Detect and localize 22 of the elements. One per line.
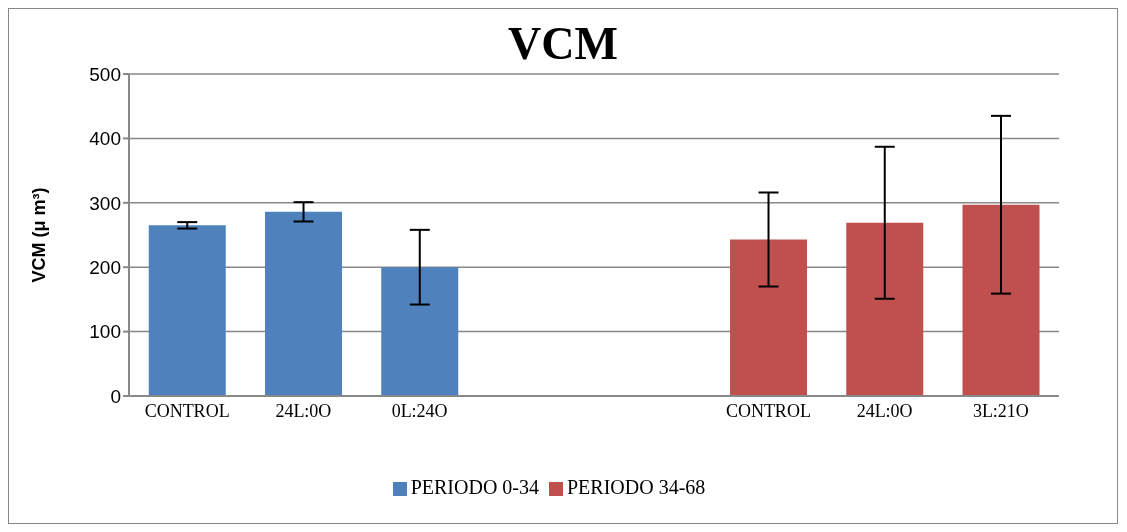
legend-label: PERIODO 34-68 <box>567 476 706 498</box>
chart-title: VCM <box>508 18 618 69</box>
bar <box>962 204 1040 396</box>
legend-label: PERIODO 0-34 <box>410 476 539 498</box>
y-axis-title: VCM (μ m³) <box>28 187 50 283</box>
x-tick-label: 24L:0O <box>856 400 913 421</box>
x-tick-label: 0L:24O <box>391 400 448 421</box>
x-tick-label: CONTROL <box>144 400 230 421</box>
y-tick-label: 0 <box>110 385 121 407</box>
bar <box>265 211 343 396</box>
x-tick-label: CONTROL <box>725 400 811 421</box>
bar <box>846 222 924 396</box>
bar <box>381 267 459 396</box>
bar <box>730 239 808 396</box>
bar <box>148 225 226 396</box>
y-tick-label: 400 <box>89 128 121 150</box>
x-tick-label: 3L:21O <box>972 400 1029 421</box>
y-tick-label: 300 <box>89 192 121 214</box>
y-tick-label: 500 <box>89 63 121 85</box>
x-tick-label: 24L:0O <box>275 400 332 421</box>
y-tick-label: 200 <box>89 256 121 278</box>
y-tick-label: 100 <box>89 321 121 343</box>
